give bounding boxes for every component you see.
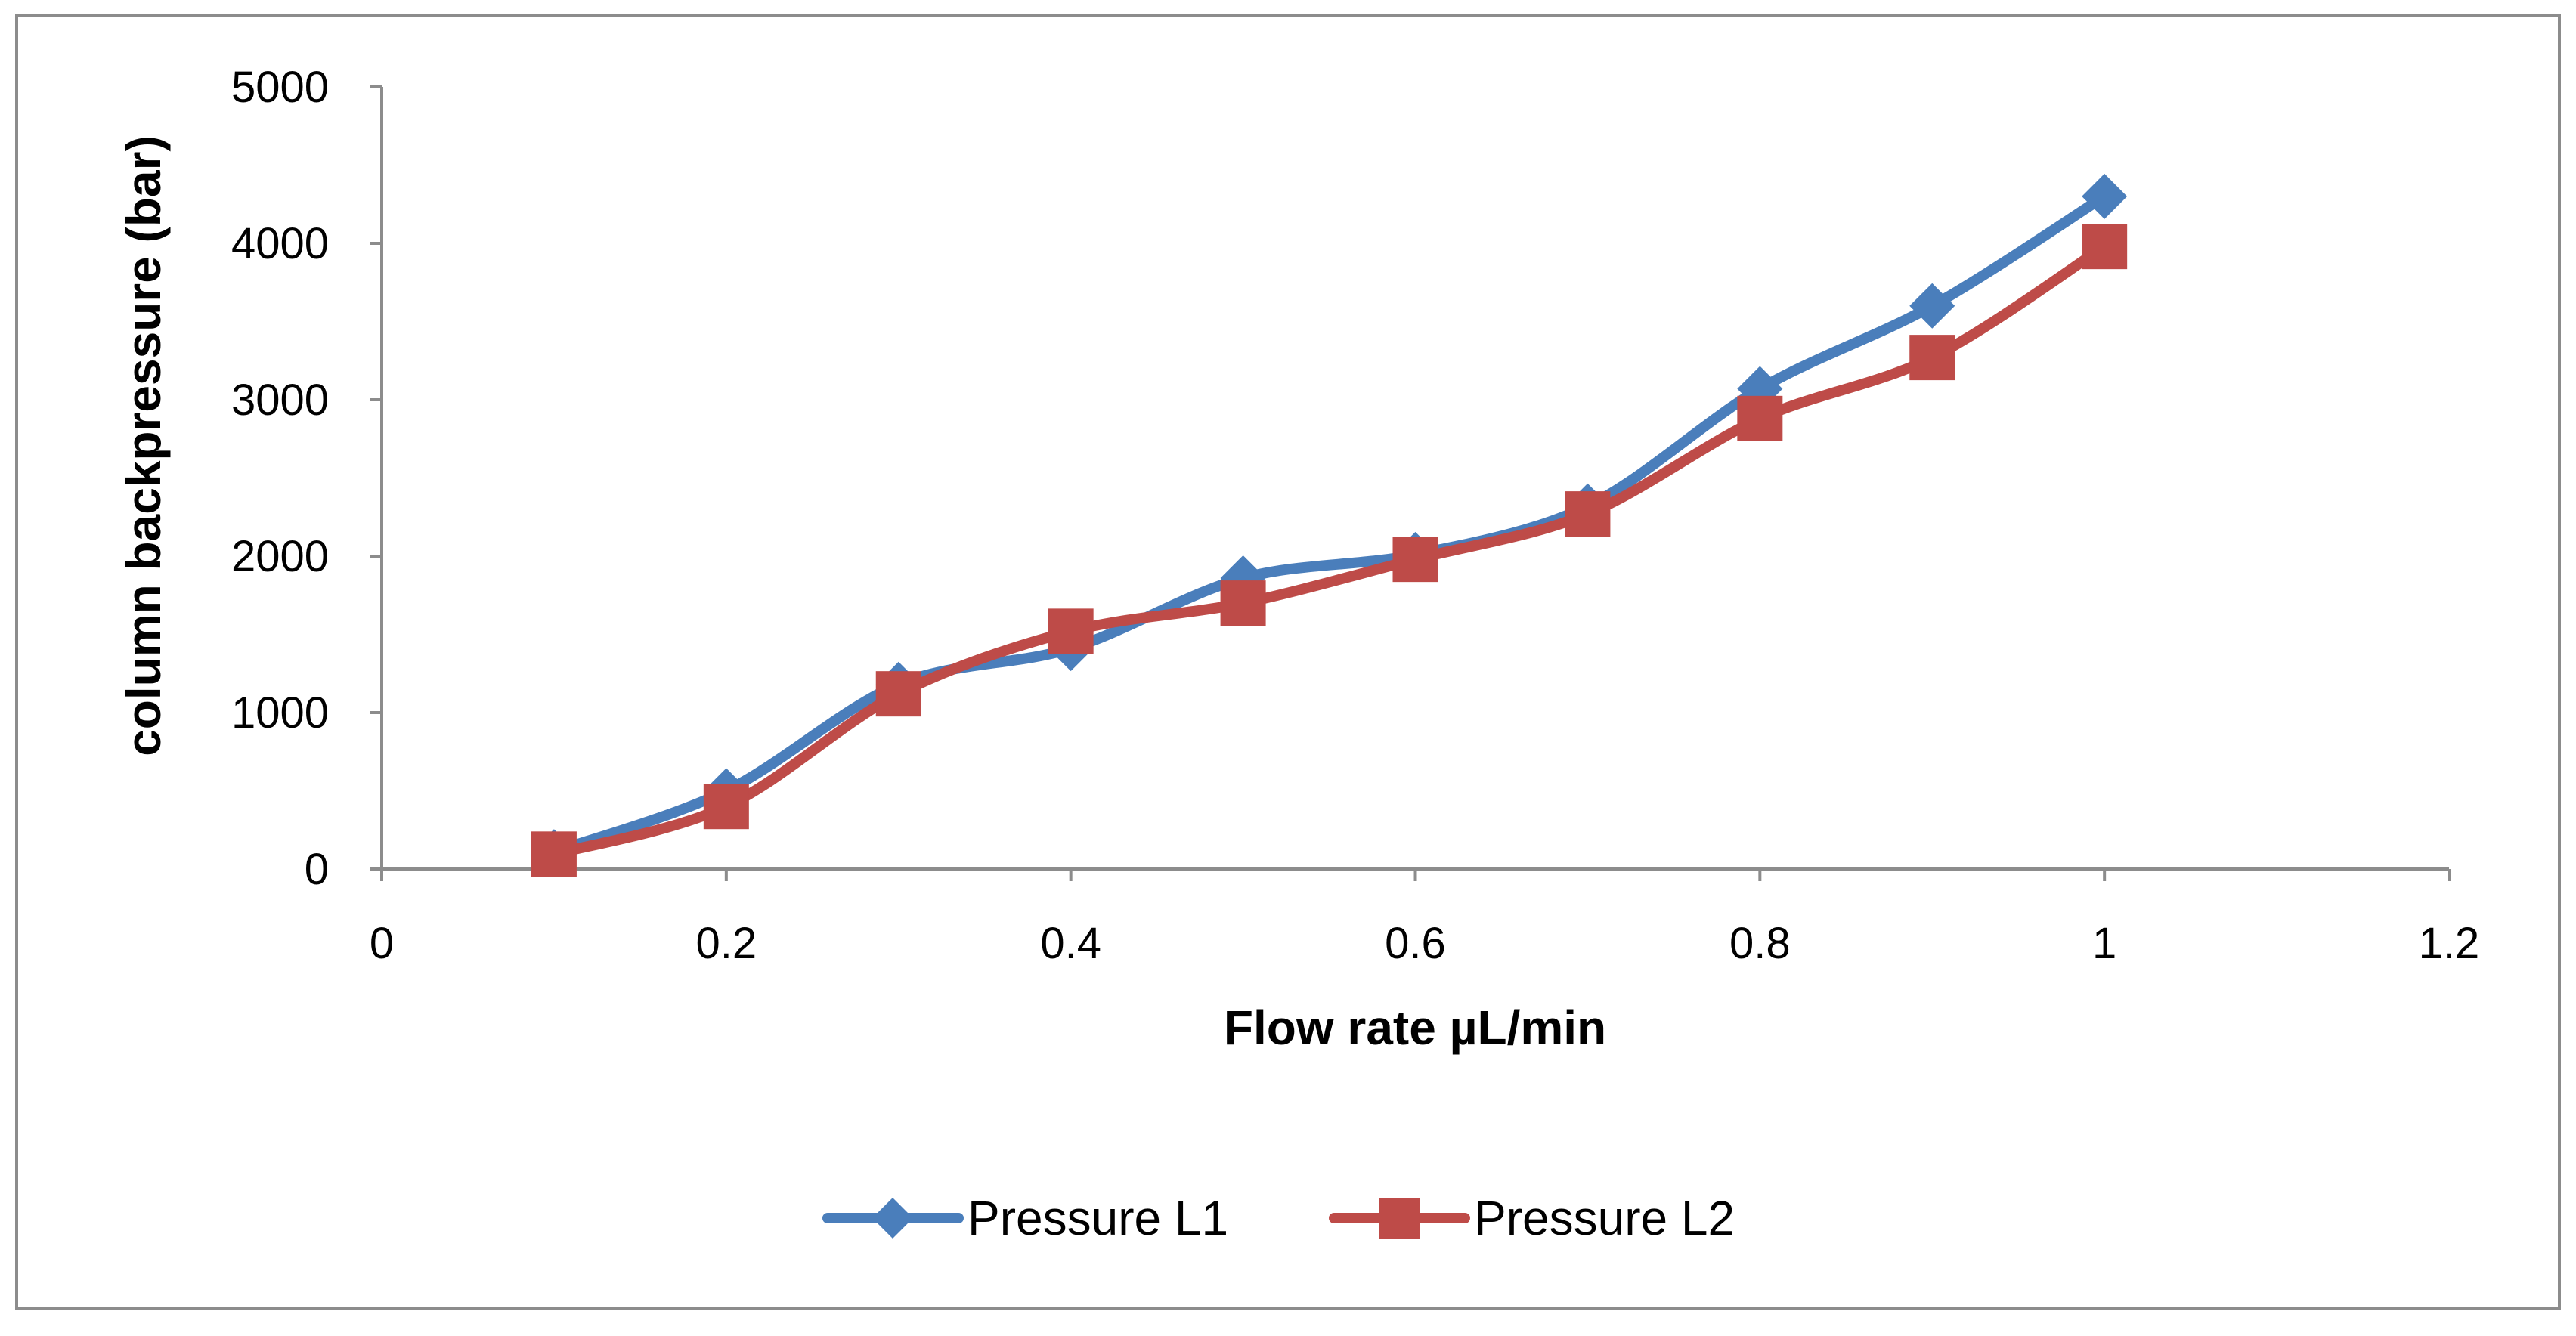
legend: Pressure L1 Pressure L2	[822, 1191, 1735, 1245]
data-point-square	[703, 784, 749, 830]
data-point-square	[1220, 580, 1266, 626]
y-tick-label: 2000	[231, 532, 329, 581]
axes: 0 1000 2000 3000 4000 5000 0 0.2 0.4 0.6 0.8 1 1.2	[231, 63, 2479, 968]
x-tick-label: 0	[370, 919, 394, 968]
data-point-square	[1392, 537, 1438, 583]
legend-square-icon	[1379, 1198, 1420, 1239]
data-point-square	[531, 831, 577, 877]
chart-border	[15, 14, 2561, 1310]
data-point-square	[1565, 491, 1611, 537]
x-tick-label: 0.8	[1729, 919, 1791, 968]
data-point-square	[1909, 335, 1955, 381]
data-point-square	[1048, 608, 1094, 654]
y-tick-label: 0	[305, 845, 329, 894]
series-2	[531, 224, 2128, 877]
data-point-diamond	[2082, 173, 2128, 219]
y-tick-label: 4000	[231, 219, 329, 268]
x-axis-title: Flow rate µL/min	[1224, 1000, 1606, 1055]
series-line	[548, 190, 2110, 858]
y-tick-label: 5000	[231, 63, 329, 112]
x-tick-label: 0.2	[696, 919, 757, 968]
data-point-square	[1737, 395, 1783, 441]
data-point-square	[875, 671, 921, 717]
y-tick-label: 1000	[231, 688, 329, 738]
y-tick-label: 3000	[231, 376, 329, 425]
data-point-diamond	[1909, 283, 1955, 329]
x-tick-label: 0.4	[1040, 919, 1101, 968]
legend-diamond-icon	[872, 1198, 913, 1239]
legend-label-l2: Pressure L2	[1474, 1191, 1735, 1245]
x-tick-label: 0.6	[1385, 919, 1446, 968]
y-axis-title: column backpressure (bar)	[116, 135, 171, 756]
x-tick-label: 1.2	[2419, 919, 2480, 968]
data-point-square	[2082, 224, 2128, 270]
legend-label-l1: Pressure L1	[968, 1191, 1228, 1245]
series-layer	[531, 173, 2128, 877]
series-line	[548, 241, 2110, 860]
x-tick-label: 1	[2092, 919, 2116, 968]
